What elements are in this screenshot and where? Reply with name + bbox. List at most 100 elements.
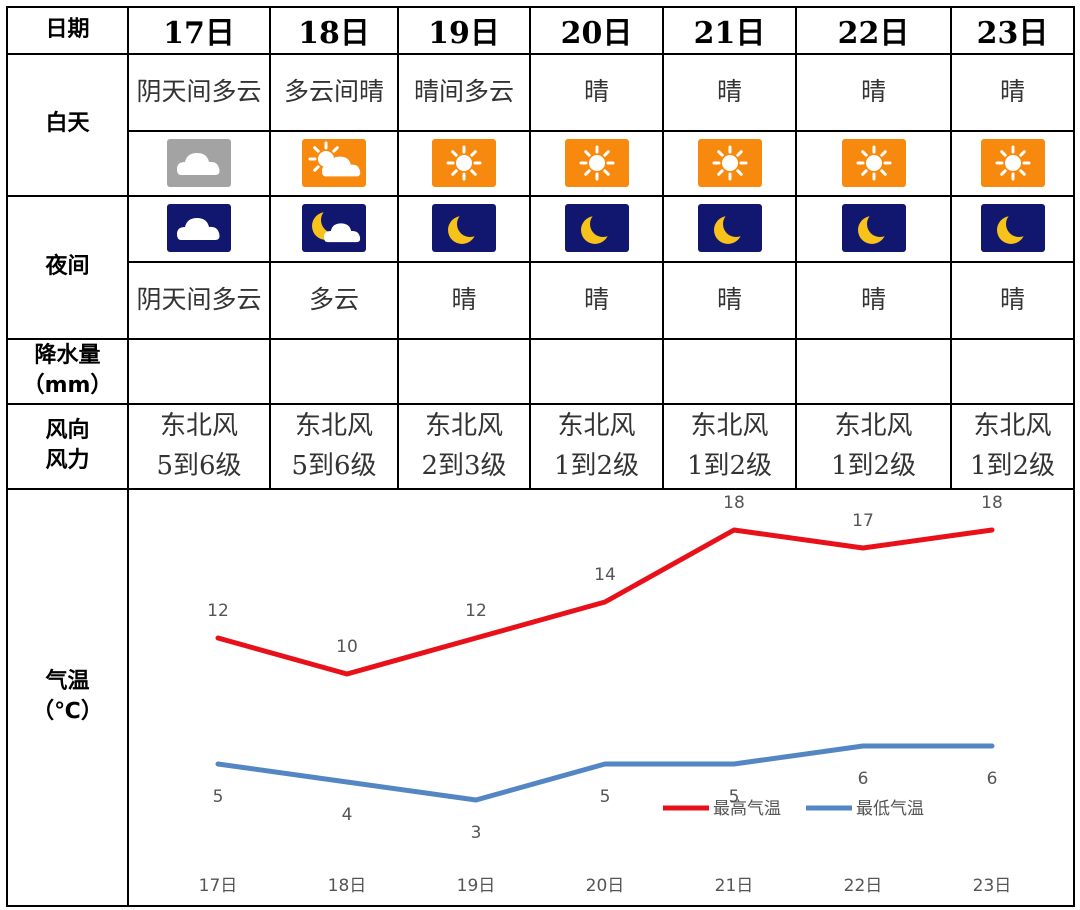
night-weather: 晴 xyxy=(451,284,477,314)
wind-info: 东北风 5到6级 xyxy=(129,403,269,488)
night-weather: 晴 xyxy=(716,284,742,314)
date-header: 17日 xyxy=(163,15,235,51)
date-header: 20日 xyxy=(560,15,633,51)
x-tick-label: 20日 xyxy=(586,876,625,896)
row-label-day: 白天 xyxy=(45,111,90,136)
wind-force: 2到3级 xyxy=(421,450,507,481)
partly-cloudy-icon xyxy=(302,138,366,187)
max-temp-label: 18 xyxy=(723,493,745,513)
wind-info: 东北风 2到3级 xyxy=(399,403,529,488)
precip-value xyxy=(399,338,529,403)
min-temp-label: 6 xyxy=(987,769,998,789)
wind-direction: 东北风 xyxy=(424,410,503,441)
wind-force: 5到6级 xyxy=(291,450,377,481)
night-weather: 阴天间多云 xyxy=(136,284,262,314)
sun-icon xyxy=(841,138,906,187)
x-tick-label: 19日 xyxy=(457,876,496,896)
moon-icon xyxy=(697,204,762,252)
min-temp-label: 4 xyxy=(342,805,353,825)
max-temp-label: 10 xyxy=(336,637,358,657)
precip-value xyxy=(797,338,950,403)
wind-direction: 东北风 xyxy=(557,410,636,441)
precip-value xyxy=(271,338,397,403)
table-border-top xyxy=(6,6,1075,8)
table-divider xyxy=(6,53,1075,55)
overcast-icon xyxy=(167,138,231,187)
x-tick-label: 21日 xyxy=(715,876,754,896)
min-temp-label: 5 xyxy=(600,787,611,807)
day-weather: 晴 xyxy=(716,76,742,106)
table-divider xyxy=(6,403,1075,405)
sun-icon xyxy=(980,138,1045,187)
moon-icon xyxy=(432,204,496,252)
wind-info: 东北风 1到2级 xyxy=(952,403,1073,488)
moon-icon xyxy=(980,204,1045,252)
night-weather: 晴 xyxy=(583,284,609,314)
wind-info: 东北风 1到2级 xyxy=(664,403,795,488)
temperature-chart: 12 10 12 14 18 17 18 5 4 3 5 5 6 6 17日 18日 19日 20日 21日 22日 2… xyxy=(199,493,1012,896)
min-temp-label: 5 xyxy=(729,787,740,807)
sun-icon xyxy=(564,138,629,187)
table-divider xyxy=(6,488,1075,490)
row-label-temp: 气温 （℃） xyxy=(32,668,103,724)
precip-value xyxy=(664,338,795,403)
row-label-wind: 风向 风力 xyxy=(45,417,90,473)
night-weather: 多云 xyxy=(308,284,359,314)
table-divider-vertical xyxy=(269,6,271,490)
row-label-precip: 降水量 （mm） xyxy=(22,342,113,398)
max-temp-label: 18 xyxy=(981,493,1003,513)
table-divider xyxy=(127,261,1075,263)
date-header: 23日 xyxy=(976,15,1049,51)
table-divider-vertical xyxy=(795,6,797,490)
max-temp-label: 17 xyxy=(852,511,874,531)
date-header: 19日 xyxy=(428,15,500,51)
x-tick-label: 18日 xyxy=(328,876,367,896)
day-weather: 晴 xyxy=(583,76,609,106)
wind-info: 东北风 1到2级 xyxy=(797,403,950,488)
x-tick-label: 23日 xyxy=(973,876,1012,896)
legend-label: 最高气温 xyxy=(713,799,781,819)
wind-direction: 东北风 xyxy=(834,410,913,441)
day-weather: 晴 xyxy=(999,76,1025,106)
table-border-right xyxy=(1073,6,1075,907)
table-divider-vertical xyxy=(950,6,952,490)
day-weather: 阴天间多云 xyxy=(136,76,262,106)
night-partly-cloudy-icon xyxy=(302,204,366,252)
table-divider xyxy=(6,338,1075,340)
table-divider-vertical xyxy=(662,6,664,490)
night-weather: 晴 xyxy=(860,284,886,314)
table-border-left xyxy=(6,6,8,907)
wind-direction: 东北风 xyxy=(294,410,373,441)
max-temp-label: 12 xyxy=(207,601,229,621)
night-weather: 晴 xyxy=(999,284,1025,314)
legend-label: 最低气温 xyxy=(856,799,924,819)
wind-force: 1到2级 xyxy=(686,450,773,481)
precip-value xyxy=(129,338,269,403)
max-temp-label: 12 xyxy=(465,601,487,621)
table-divider-vertical xyxy=(529,6,531,490)
sun-icon xyxy=(697,138,762,187)
wind-direction: 东北风 xyxy=(973,410,1052,441)
precip-value xyxy=(531,338,662,403)
date-header: 22日 xyxy=(837,15,910,51)
wind-info: 东北风 5到6级 xyxy=(271,403,397,488)
date-header: 18日 xyxy=(298,15,370,51)
day-weather: 晴间多云 xyxy=(413,76,514,106)
min-temp-label: 6 xyxy=(858,769,869,789)
wind-force: 1到2级 xyxy=(830,450,917,481)
wind-info: 东北风 1到2级 xyxy=(531,403,662,488)
max-temp-label: 14 xyxy=(594,565,616,585)
table-divider-vertical xyxy=(127,6,129,907)
wind-direction: 东北风 xyxy=(159,410,238,441)
wind-force: 5到6级 xyxy=(156,450,242,481)
x-tick-label: 22日 xyxy=(844,876,883,896)
wind-direction: 东北风 xyxy=(690,410,769,441)
table-border-bottom xyxy=(6,905,1075,907)
precip-value xyxy=(952,338,1073,403)
day-weather: 多云间晴 xyxy=(283,76,384,106)
table-divider xyxy=(6,195,1075,197)
date-header: 21日 xyxy=(693,15,766,51)
min-temp-label: 5 xyxy=(213,787,224,807)
x-tick-label: 17日 xyxy=(199,876,238,896)
